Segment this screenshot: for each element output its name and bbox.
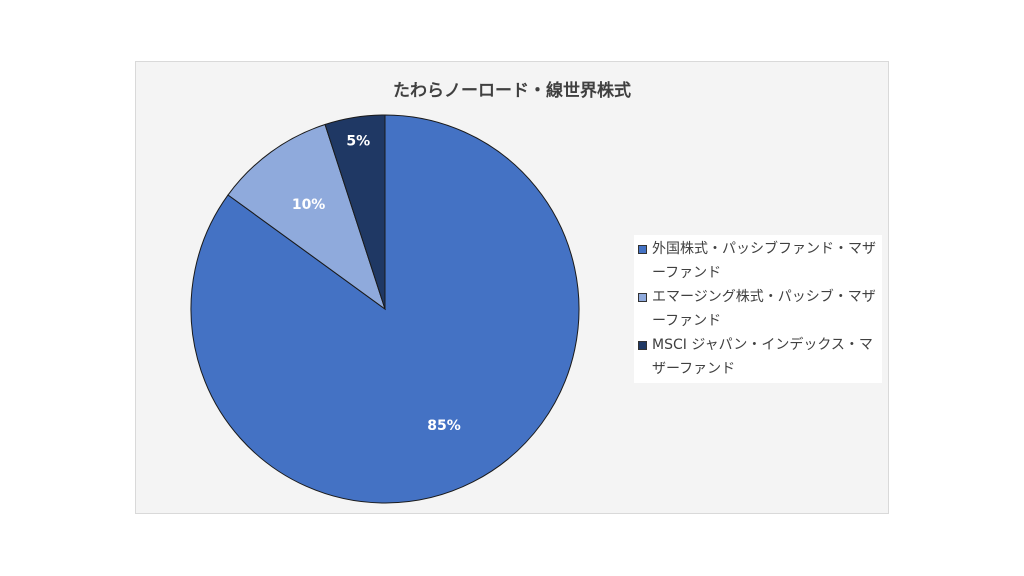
pie-slice: [324, 114, 386, 310]
chart-area: たわらノーロード・線世界株式 85% 10% 5% 外国株式・パッシブファンド・マザ…: [135, 61, 889, 514]
data-label: 10%: [292, 197, 326, 213]
chart-title: たわらノーロード・線世界株式: [393, 81, 631, 101]
legend-label: MSCI ジャパン・インデックス・マザーファンド: [652, 337, 873, 377]
legend-swatch: [638, 341, 647, 350]
data-label: 85%: [427, 418, 461, 434]
legend-item: 外国株式・パッシブファンド・マザーファンド: [638, 237, 878, 285]
pie-chart: 85% 10% 5%: [190, 114, 580, 504]
legend-label: エマージング株式・パッシブ・マザーファンド: [652, 289, 876, 329]
legend-swatch: [638, 293, 647, 302]
legend-item: MSCI ジャパン・インデックス・マザーファンド: [638, 333, 878, 381]
legend: 外国株式・パッシブファンド・マザーファンド エマージング株式・パッシブ・マザーフ…: [634, 235, 882, 383]
legend-label: 外国株式・パッシブファンド・マザーファンド: [652, 241, 876, 281]
data-label: 5%: [346, 133, 370, 149]
legend-swatch: [638, 245, 647, 254]
pie-slice: [227, 123, 386, 311]
legend-item: エマージング株式・パッシブ・マザーファンド: [638, 285, 878, 333]
